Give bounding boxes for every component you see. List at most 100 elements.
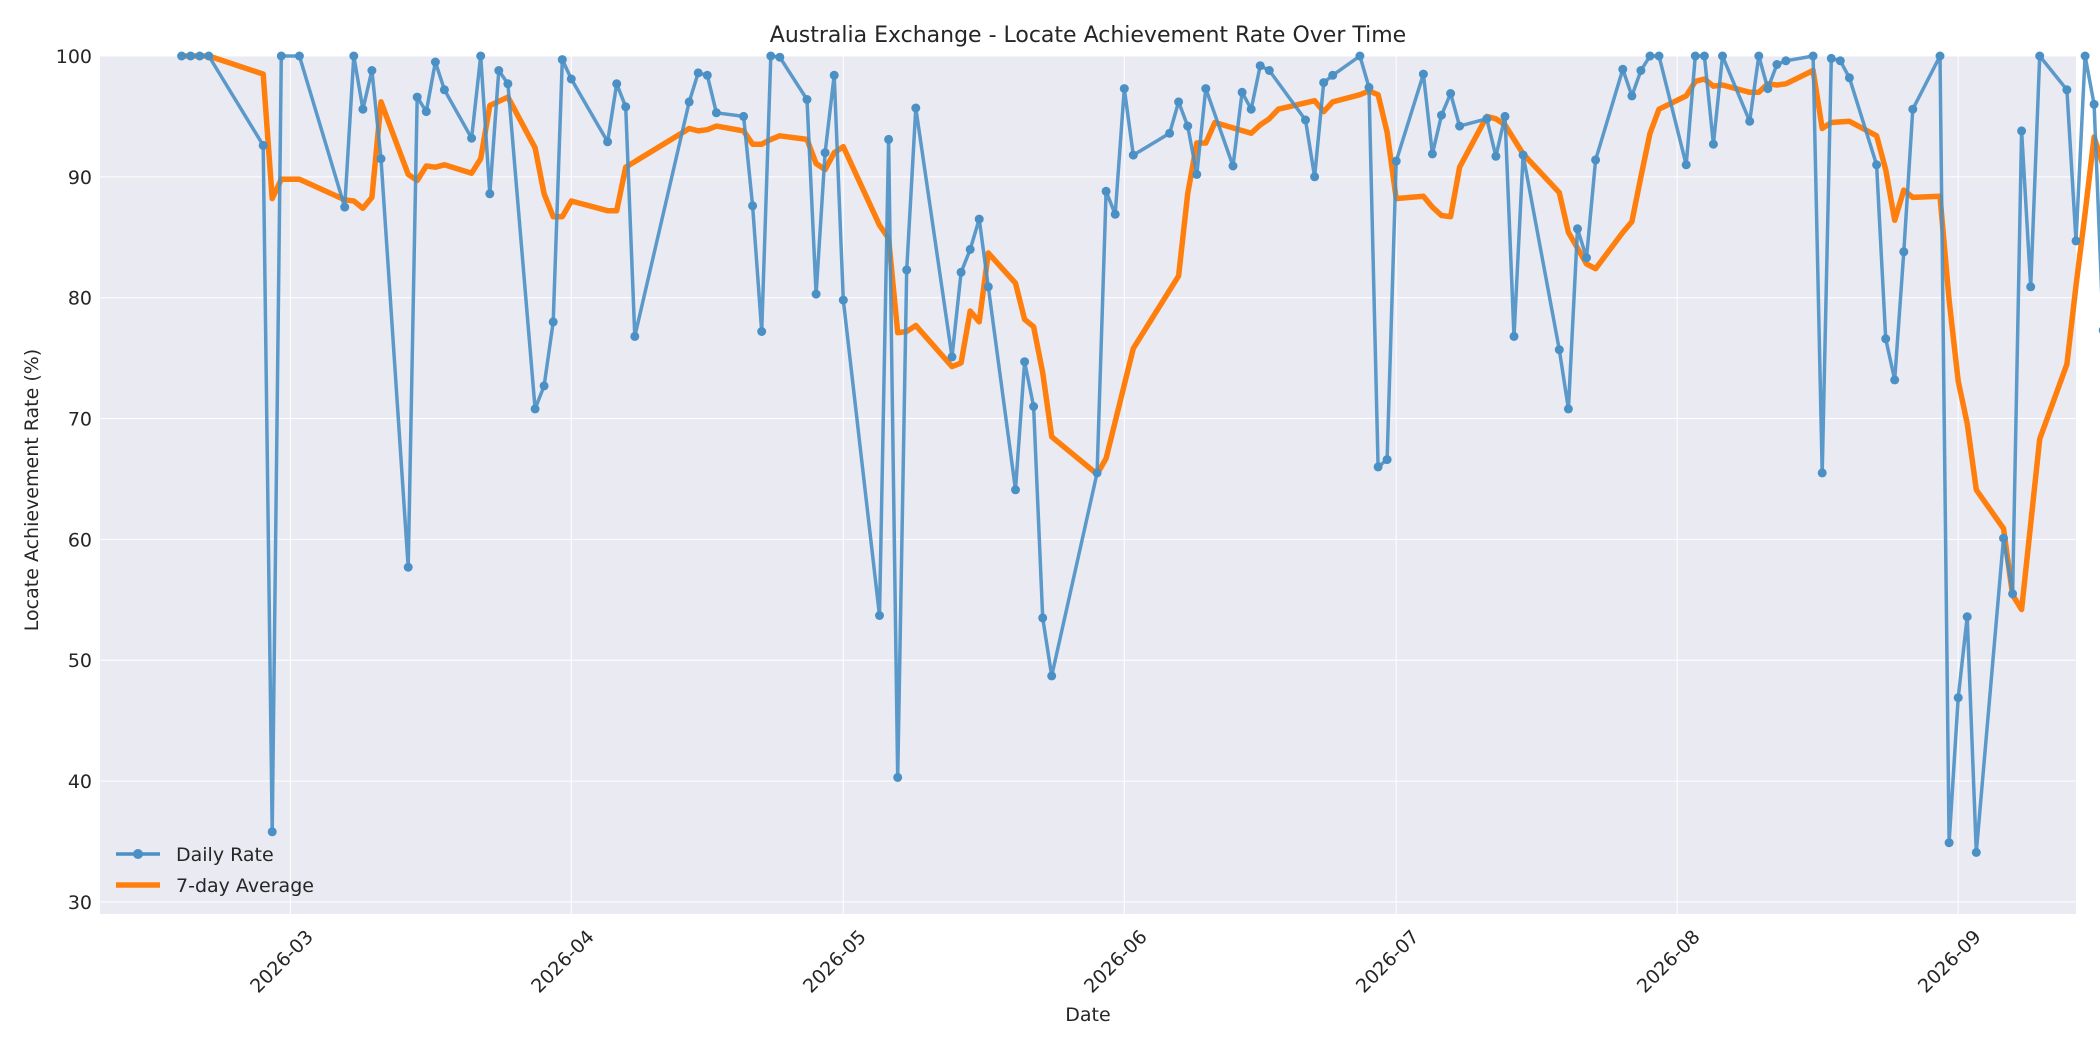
daily-point — [2080, 51, 2090, 61]
daily-point — [630, 331, 640, 341]
daily-point — [612, 79, 622, 89]
daily-point — [2008, 589, 2018, 599]
daily-point — [1110, 209, 1120, 219]
daily-point — [2089, 99, 2099, 109]
daily-point — [1908, 104, 1918, 114]
daily-point — [1944, 838, 1954, 848]
daily-point — [1627, 91, 1637, 101]
daily-point — [1165, 128, 1175, 138]
daily-point — [1645, 51, 1655, 61]
daily-point — [376, 154, 386, 164]
daily-point — [467, 133, 477, 143]
daily-point — [947, 352, 957, 362]
daily-point — [1718, 51, 1727, 61]
daily-point — [1192, 169, 1202, 179]
daily-point — [1618, 64, 1628, 74]
daily-point — [1255, 61, 1265, 71]
daily-point — [1953, 693, 1963, 703]
daily-point — [485, 189, 495, 199]
daily-point — [1935, 51, 1945, 61]
daily-point — [965, 244, 975, 254]
daily-point — [476, 51, 486, 61]
daily-point — [439, 85, 449, 95]
daily-point — [1047, 671, 1057, 681]
daily-point — [875, 611, 884, 620]
daily-point — [621, 102, 631, 112]
daily-point — [1582, 253, 1591, 263]
y-tick-label: 60 — [68, 529, 92, 551]
y-tick-label: 70 — [68, 409, 92, 431]
daily-point — [1029, 402, 1039, 411]
daily-point — [1174, 97, 1184, 107]
y-tick-label: 50 — [68, 650, 92, 672]
daily-point — [258, 140, 268, 150]
daily-point — [1890, 375, 1900, 385]
daily-point — [1690, 51, 1700, 61]
daily-point — [911, 103, 921, 113]
daily-point — [1808, 51, 1818, 61]
daily-point — [195, 51, 205, 61]
daily-point — [1373, 462, 1383, 472]
daily-point — [557, 55, 567, 65]
daily-point — [1745, 116, 1755, 126]
daily-point — [766, 51, 776, 61]
grid-lines — [100, 55, 2076, 914]
daily-point — [974, 214, 984, 224]
daily-point — [1509, 331, 1519, 341]
daily-point — [1482, 114, 1492, 124]
y-axis-ticks: 30 40 50 60 70 80 90 100 — [56, 46, 92, 914]
daily-point — [1654, 51, 1664, 61]
daily-point — [739, 111, 749, 121]
daily-point — [711, 108, 721, 118]
daily-point — [1962, 612, 1972, 622]
daily-point — [276, 51, 286, 61]
daily-point — [956, 267, 966, 277]
daily-point — [267, 827, 277, 837]
daily-point — [1681, 160, 1691, 170]
daily-point — [1418, 69, 1428, 79]
chart-title: Australia Exchange - Locate Achievement … — [770, 23, 1406, 48]
daily-point — [1310, 172, 1320, 182]
legend-daily-marker — [133, 849, 143, 859]
y-tick-label: 80 — [68, 288, 92, 310]
daily-point — [1128, 150, 1138, 160]
daily-point — [1355, 51, 1365, 61]
daily-point — [893, 772, 903, 782]
daily-point — [820, 148, 830, 158]
daily-point — [1455, 121, 1465, 131]
daily-point — [1563, 404, 1573, 414]
daily-point — [757, 327, 767, 336]
y-tick-label: 40 — [68, 771, 92, 793]
daily-point — [530, 404, 540, 414]
daily-point — [1382, 455, 1392, 465]
daily-point — [421, 107, 431, 117]
daily-point — [430, 57, 440, 67]
daily-point — [1763, 84, 1773, 94]
daily-point — [1237, 87, 1247, 97]
daily-point — [1101, 186, 1111, 196]
daily-point — [1999, 533, 2008, 543]
daily-point — [1872, 160, 1882, 170]
daily-point — [1038, 613, 1048, 623]
daily-point — [294, 51, 304, 61]
daily-point — [603, 137, 613, 147]
daily-point — [177, 51, 187, 61]
daily-point — [811, 289, 821, 299]
legend-daily-label: Daily Rate — [176, 844, 274, 866]
y-tick-label: 100 — [56, 46, 92, 68]
daily-point — [1573, 224, 1582, 234]
daily-point — [349, 51, 359, 61]
daily-point — [367, 66, 377, 75]
daily-point — [1011, 485, 1020, 495]
daily-point — [1183, 121, 1193, 131]
y-tick-label: 30 — [68, 892, 92, 914]
daily-point — [2026, 282, 2036, 292]
x-axis-label: Date — [1065, 1004, 1110, 1026]
y-tick-label: 90 — [68, 167, 92, 189]
daily-point — [829, 70, 839, 80]
daily-point — [1228, 161, 1238, 171]
daily-point — [2017, 126, 2027, 136]
daily-point — [693, 68, 703, 78]
legend-average-label: 7-day Average — [176, 875, 314, 897]
